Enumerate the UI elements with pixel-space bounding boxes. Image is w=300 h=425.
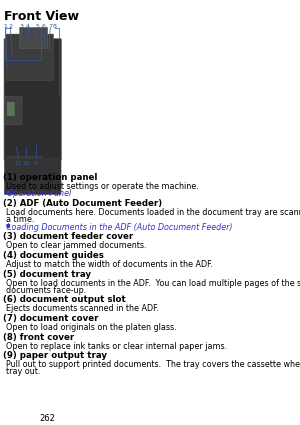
Text: Open to replace ink tanks or clear internal paper jams.: Open to replace ink tanks or clear inter… <box>6 342 227 351</box>
Text: Front View: Front View <box>4 10 79 23</box>
Text: (8) front cover: (8) front cover <box>2 333 74 342</box>
Text: 8: 8 <box>53 24 57 29</box>
Text: ■: ■ <box>5 189 10 194</box>
Text: Operation Panel: Operation Panel <box>7 189 71 198</box>
Text: 5: 5 <box>35 24 39 29</box>
Text: 2: 2 <box>8 24 13 29</box>
Text: tray out.: tray out. <box>6 367 40 377</box>
Text: Open to clear jammed documents.: Open to clear jammed documents. <box>6 241 146 250</box>
Text: documents face-up.: documents face-up. <box>6 286 86 295</box>
Text: 7: 7 <box>48 24 52 29</box>
Text: 262: 262 <box>40 414 56 423</box>
Text: Ejects documents scanned in the ADF.: Ejects documents scanned in the ADF. <box>6 304 159 313</box>
Text: 1: 1 <box>4 24 8 29</box>
FancyBboxPatch shape <box>8 157 42 180</box>
FancyBboxPatch shape <box>20 27 48 48</box>
Text: 11: 11 <box>14 161 22 166</box>
Text: (4) document guides: (4) document guides <box>2 251 104 260</box>
Text: (6) document output slot: (6) document output slot <box>2 295 125 304</box>
Text: (2) ADF (Auto Document Feeder): (2) ADF (Auto Document Feeder) <box>2 199 162 208</box>
Text: (5) document tray: (5) document tray <box>2 270 91 279</box>
FancyBboxPatch shape <box>4 39 61 160</box>
Text: ■: ■ <box>5 223 10 227</box>
FancyBboxPatch shape <box>7 102 14 116</box>
Text: Used to adjust settings or operate the machine.: Used to adjust settings or operate the m… <box>6 182 199 191</box>
Text: Adjust to match the width of documents in the ADF.: Adjust to match the width of documents i… <box>6 260 213 269</box>
Text: (9) paper output tray: (9) paper output tray <box>2 351 106 360</box>
Text: Pull out to support printed documents.  The tray covers the cassette when extend: Pull out to support printed documents. T… <box>6 360 300 369</box>
FancyBboxPatch shape <box>6 34 54 80</box>
Text: Load documents here. Documents loaded in the document tray are scanned automatic: Load documents here. Documents loaded in… <box>6 208 300 217</box>
FancyBboxPatch shape <box>5 96 22 125</box>
Text: Open to load originals on the platen glass.: Open to load originals on the platen gla… <box>6 323 176 332</box>
Text: 3: 3 <box>19 24 23 29</box>
Text: 9: 9 <box>34 161 38 166</box>
Text: Open to load documents in the ADF.  You can load multiple pages of the same size: Open to load documents in the ADF. You c… <box>6 279 300 288</box>
Text: a time.: a time. <box>6 215 34 224</box>
FancyBboxPatch shape <box>4 159 61 195</box>
Text: (3) document feeder cover: (3) document feeder cover <box>2 232 133 241</box>
Text: Loading Documents in the ADF (Auto Document Feeder): Loading Documents in the ADF (Auto Docum… <box>7 223 232 232</box>
Text: (7) document cover: (7) document cover <box>2 314 98 323</box>
Text: 4: 4 <box>26 24 30 29</box>
Text: (1) operation panel: (1) operation panel <box>2 173 97 182</box>
Text: 10: 10 <box>22 161 30 166</box>
Text: 6: 6 <box>42 24 46 29</box>
